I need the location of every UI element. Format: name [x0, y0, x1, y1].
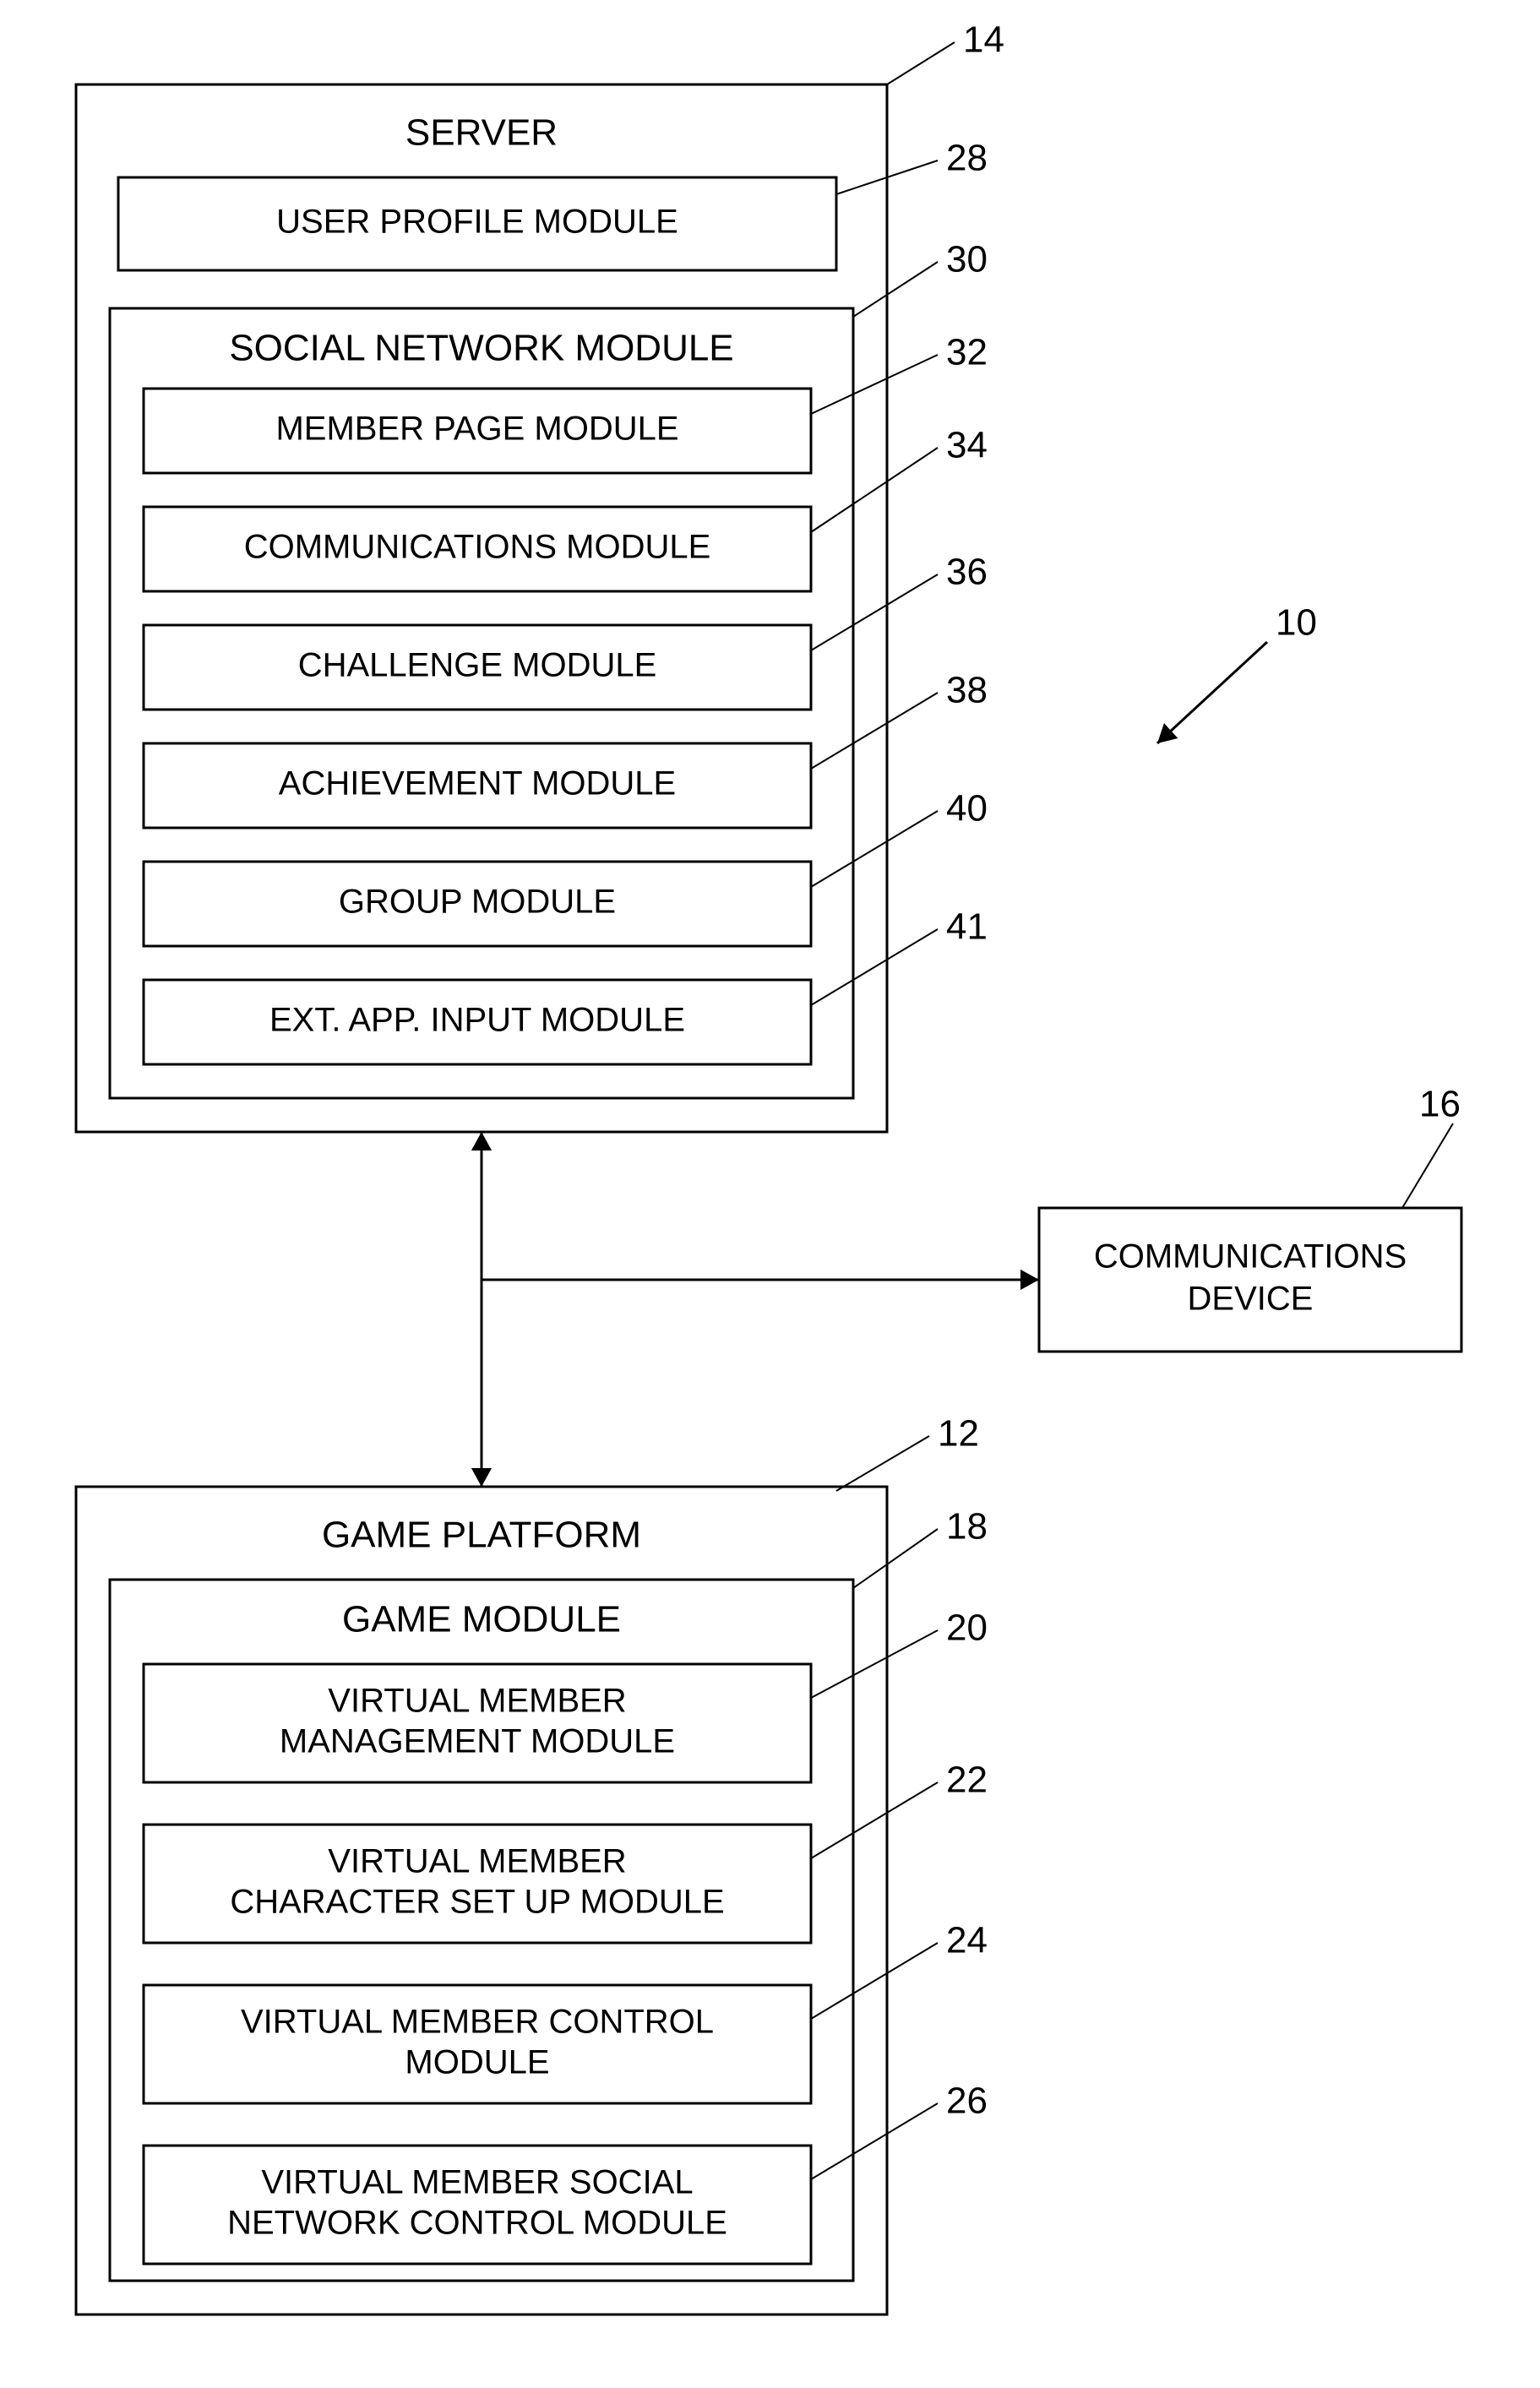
- sn-sub-2-text: CHALLENGE MODULE: [298, 647, 657, 684]
- arrowhead: [1020, 1270, 1039, 1290]
- game-module-num: 18: [946, 1506, 988, 1548]
- user-profile-module-text: USER PROFILE MODULE: [276, 204, 678, 241]
- sn-sub-5-num: 41: [946, 906, 988, 948]
- gm-sub-2-line-1: MODULE: [405, 2044, 549, 2081]
- gm-sub-0-line-0: VIRTUAL MEMBER: [328, 1683, 626, 1720]
- game-module-title: GAME MODULE: [342, 1599, 621, 1640]
- gm-sub-1-line-1: CHARACTER SET UP MODULE: [230, 1884, 724, 1921]
- gm-sub-2-num: 24: [946, 1920, 988, 1961]
- ref-10-arrow-line: [1157, 642, 1267, 743]
- sn-sub-2-num: 36: [946, 552, 988, 593]
- ref-10-num: 10: [1276, 602, 1317, 644]
- game-platform-lead: [836, 1436, 929, 1491]
- gm-sub-1-num: 22: [946, 1760, 988, 1801]
- sn-sub-3-text: ACHIEVEMENT MODULE: [279, 765, 676, 802]
- gm-sub-3-num: 26: [946, 2081, 988, 2122]
- server-num: 14: [963, 19, 1004, 61]
- sn-sub-3-num: 38: [946, 670, 988, 711]
- comm-device-lead: [1402, 1123, 1453, 1208]
- sn-sub-4-num: 40: [946, 788, 988, 830]
- sn-sub-1-text: COMMUNICATIONS MODULE: [244, 529, 711, 566]
- comm-device-line-0: COMMUNICATIONS: [1094, 1238, 1407, 1276]
- arrowhead: [471, 1132, 492, 1150]
- game-platform-title: GAME PLATFORM: [322, 1515, 641, 1556]
- gm-sub-0-line-1: MANAGEMENT MODULE: [280, 1723, 675, 1760]
- gm-sub-3-line-1: NETWORK CONTROL MODULE: [227, 2205, 727, 2242]
- sn-sub-1-num: 34: [946, 425, 988, 466]
- sn-sub-4-text: GROUP MODULE: [339, 884, 616, 921]
- game-platform-num: 12: [938, 1413, 979, 1455]
- system-diagram: SERVER 14 USER PROFILE MODULE 28 SOCIAL NETW…: [0, 0, 1540, 2388]
- gm-sub-0-num: 20: [946, 1607, 988, 1649]
- comm-device-num: 16: [1419, 1084, 1461, 1125]
- server-title: SERVER: [405, 112, 558, 154]
- sn-sub-0-text: MEMBER PAGE MODULE: [275, 411, 678, 448]
- user-profile-num: 28: [946, 138, 988, 179]
- gm-sub-3-line-0: VIRTUAL MEMBER SOCIAL: [261, 2164, 693, 2201]
- arrowhead: [471, 1468, 492, 1487]
- gm-sub-1-line-0: VIRTUAL MEMBER: [328, 1843, 626, 1880]
- server-lead: [887, 42, 955, 84]
- sn-sub-5-text: EXT. APP. INPUT MODULE: [269, 1002, 685, 1039]
- sn-sub-0-num: 32: [946, 332, 988, 373]
- comm-device-line-1: DEVICE: [1188, 1281, 1314, 1318]
- social-network-num: 30: [946, 239, 988, 280]
- social-network-module-title: SOCIAL NETWORK MODULE: [229, 328, 733, 369]
- gm-sub-2-line-0: VIRTUAL MEMBER CONTROL: [241, 2004, 714, 2041]
